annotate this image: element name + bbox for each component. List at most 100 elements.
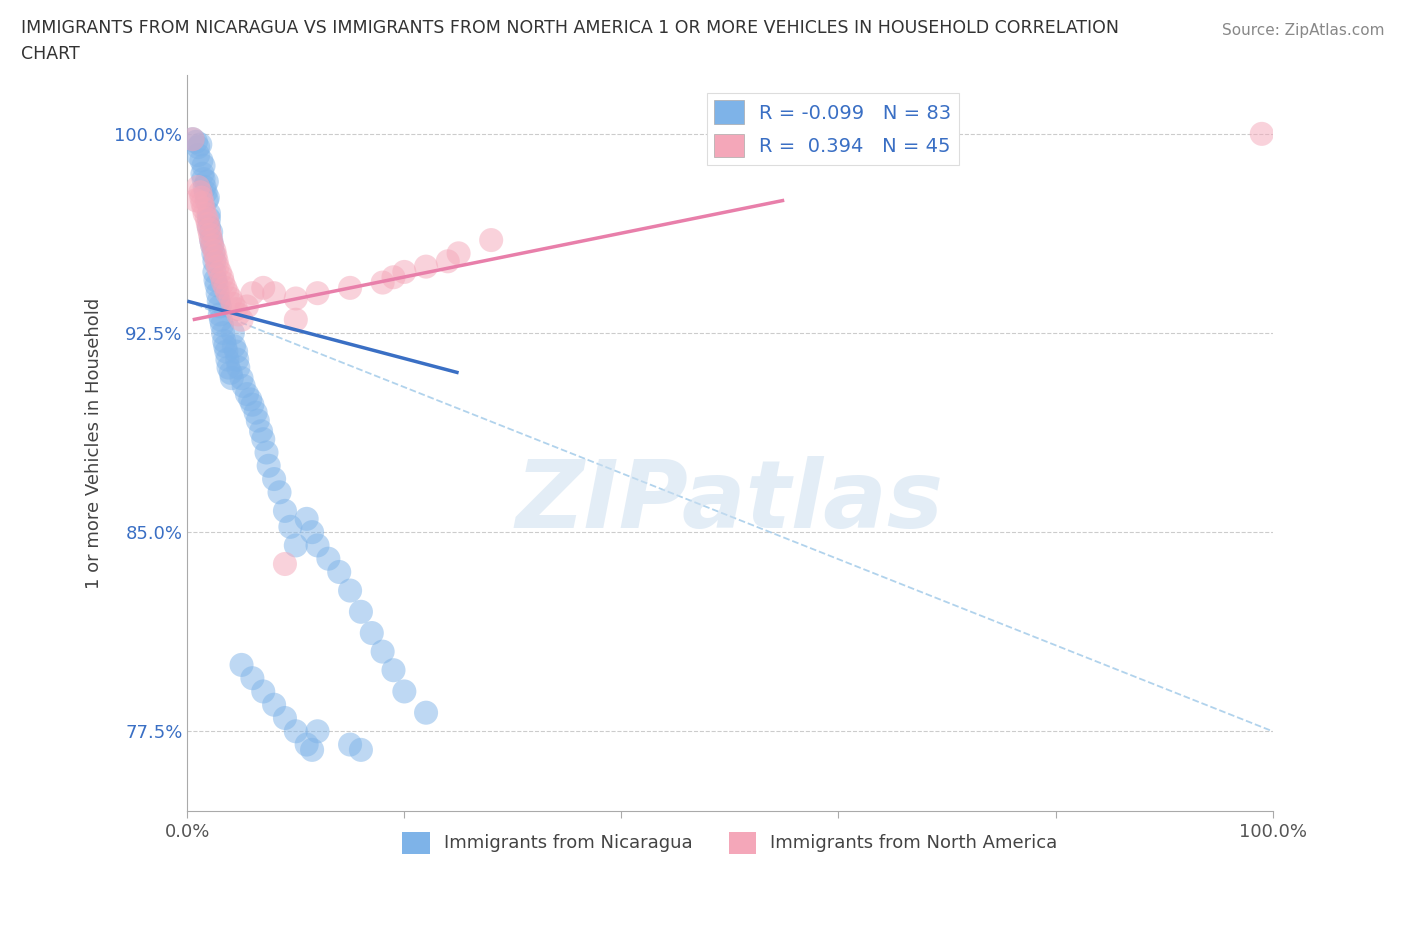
Point [231,658,253,672]
Point [382,270,405,285]
Point [198,227,221,242]
Point [231,312,253,327]
Point [301,525,323,539]
Point [242,671,264,685]
Point [187,140,209,154]
Text: ZIPatlas: ZIPatlas [516,456,943,548]
Point [257,458,280,473]
Point [236,299,259,314]
Point [211,270,233,285]
Point [284,724,307,738]
Point [207,286,229,300]
Point [239,392,262,406]
Point [225,344,247,359]
Point [222,339,245,353]
Point [226,307,249,322]
Text: IMMIGRANTS FROM NICARAGUA VS IMMIGRANTS FROM NORTH AMERICA 1 OR MORE VEHICLES IN: IMMIGRANTS FROM NICARAGUA VS IMMIGRANTS … [21,19,1119,36]
Point [252,432,274,446]
Point [245,405,267,420]
Point [181,132,204,147]
Point [190,190,212,205]
Point [318,551,340,566]
Point [339,583,361,598]
Point [194,185,217,200]
Point [188,185,211,200]
Point [201,238,224,253]
Point [202,254,225,269]
Point [200,232,222,247]
Point [202,246,225,260]
Point [191,195,214,210]
Point [198,219,221,234]
Point [211,318,233,333]
Point [371,275,394,290]
Point [307,286,329,300]
Point [307,724,329,738]
Point [256,445,278,460]
Point [200,232,222,247]
Point [295,512,318,526]
Point [197,217,219,232]
Point [194,179,217,194]
Point [1250,126,1272,141]
Point [415,259,437,274]
Point [236,387,259,402]
Point [225,301,247,316]
Point [217,352,239,367]
Text: Source: ZipAtlas.com: Source: ZipAtlas.com [1222,23,1385,38]
Point [350,604,373,619]
Point [184,135,207,150]
Point [382,663,405,678]
Point [205,254,228,269]
Point [217,286,239,300]
Point [197,190,219,205]
Point [214,281,236,296]
Point [215,344,238,359]
Text: CHART: CHART [21,45,80,62]
Point [280,519,302,534]
Point [195,174,218,189]
Point [269,485,291,499]
Point [218,360,240,375]
Point [184,193,207,207]
Point [212,275,235,290]
Point [194,206,217,221]
Point [201,238,224,253]
Point [208,307,231,322]
Point [198,206,221,221]
Point [190,153,212,167]
Point [436,254,458,269]
Point [193,201,215,216]
Point [415,705,437,720]
Point [250,424,273,439]
Point [204,272,226,287]
Point [226,360,249,375]
Point [242,397,264,412]
Point [394,684,416,699]
Point [263,698,285,712]
Point [339,281,361,296]
Point [295,737,318,752]
Point [208,299,231,314]
Point [187,179,209,194]
Point [205,278,228,293]
Point [219,291,242,306]
Point [307,538,329,552]
Point [447,246,470,260]
Point [394,264,416,279]
Point [246,413,269,428]
Point [274,503,297,518]
Point [207,259,229,274]
Point [195,193,218,207]
Point [195,211,218,226]
Point [284,291,307,306]
Point [200,225,222,240]
Point [204,248,226,263]
Point [301,742,323,757]
Point [188,137,211,152]
Point [263,286,285,300]
Point [193,158,215,173]
Point [214,339,236,353]
Point [212,326,235,340]
Point [252,281,274,296]
